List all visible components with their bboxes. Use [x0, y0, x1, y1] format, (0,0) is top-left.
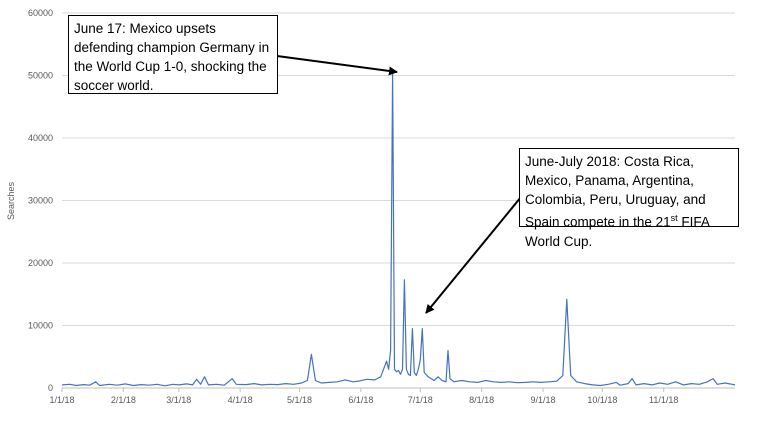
x-tick-label: 5/1/18	[287, 395, 312, 405]
y-tick-label: 40000	[28, 133, 53, 143]
y-axis-ticks: 0 10000 20000 30000 40000 50000 60000	[28, 8, 53, 393]
x-tick-label: 1/1/18	[49, 395, 74, 405]
y-tick-label: 20000	[28, 258, 53, 268]
annotation-1-arrow	[276, 55, 398, 76]
series-layer	[61, 71, 736, 387]
x-tick-label: 10/1/18	[587, 395, 617, 405]
x-tick-label: 8/1/18	[469, 395, 494, 405]
x-tick-label: 2/1/18	[111, 395, 136, 405]
annotation-2-callout: June-July 2018: Costa Rica, Mexico, Pana…	[519, 148, 739, 249]
x-tick-label: 4/1/18	[228, 395, 253, 405]
x-tick-label: 3/1/18	[166, 395, 191, 405]
y-axis-title: Searches	[6, 181, 16, 220]
annotation-1-callout: June 17: Mexico upsets defending champio…	[68, 15, 278, 94]
series-line	[61, 71, 736, 387]
annotation-2-text: June-July 2018: Costa Rica, Mexico, Pana…	[525, 154, 710, 230]
x-tick-label: 9/1/18	[530, 395, 555, 405]
y-tick-label: 10000	[28, 321, 53, 331]
x-axis-ticks: 1/1/18 2/1/18 3/1/18 4/1/18 5/1/18 6/1/18 7/1/…	[49, 388, 678, 405]
x-tick-label: 11/1/18	[649, 395, 678, 405]
annotation-2-superscript: st	[670, 213, 678, 223]
annotation-1-text: June 17: Mexico upsets defending champio…	[74, 21, 273, 93]
x-tick-label: 6/1/18	[348, 395, 373, 405]
y-tick-label: 60000	[28, 8, 53, 18]
y-tick-label: 30000	[28, 196, 53, 206]
y-tick-label: 0	[48, 383, 53, 393]
x-tick-label: 7/1/18	[408, 395, 433, 405]
y-tick-label: 50000	[28, 71, 53, 81]
annotation-2-arrow	[425, 196, 522, 314]
annotation-2-text-end: FIFA World Cup.	[525, 214, 713, 249]
